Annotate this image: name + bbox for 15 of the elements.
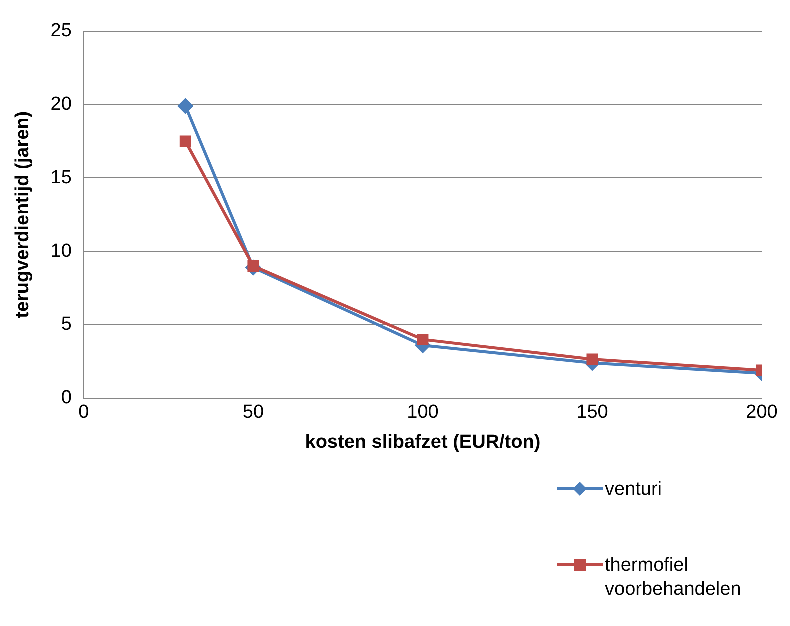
y-tick-label: 15 [50,167,72,188]
legend-label: thermofiel voorbehandelen [605,554,742,602]
x-tick-label: 50 [242,402,264,424]
legend-label: venturi [605,478,662,502]
x-tick-label: 100 [407,402,439,424]
y-tick-label: 10 [50,240,72,262]
y-axis-title: terugverdientijd (jaren) [12,111,34,318]
y-tick-label: 0 [61,388,72,409]
y-tick-label: 25 [50,20,72,42]
x-axis-title: kosten slibafzet (EUR/ton) [305,432,541,453]
x-tick-label: 200 [746,402,778,424]
x-tick-label: 0 [78,402,90,424]
y-tick-label: 20 [50,94,72,116]
x-tick-label: 150 [576,402,608,424]
y-tick-label: 5 [61,314,72,336]
